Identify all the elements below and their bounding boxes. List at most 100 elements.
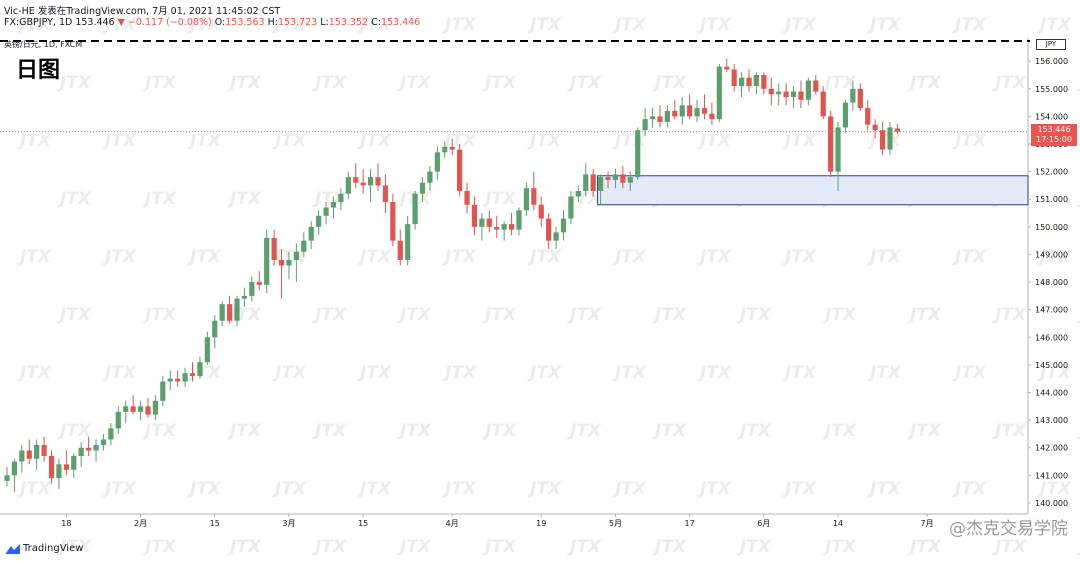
candle-body[interactable] xyxy=(657,116,663,122)
candle-body[interactable] xyxy=(204,337,210,363)
candle-body[interactable] xyxy=(316,215,322,227)
candle-body[interactable] xyxy=(278,259,285,266)
candle-body[interactable] xyxy=(4,475,10,481)
candle-body[interactable] xyxy=(612,174,619,180)
candle-body[interactable] xyxy=(546,218,552,241)
candle-body[interactable] xyxy=(598,177,604,191)
candle-body[interactable] xyxy=(56,464,62,479)
candle-body[interactable] xyxy=(264,237,270,285)
candle-body[interactable] xyxy=(234,298,240,321)
candle-body[interactable] xyxy=(879,130,886,150)
candle-body[interactable] xyxy=(405,224,411,260)
candle-body[interactable] xyxy=(249,282,255,296)
candle-body[interactable] xyxy=(353,177,359,183)
candle-body[interactable] xyxy=(442,146,448,153)
candle-body[interactable] xyxy=(635,130,641,178)
candle-body[interactable] xyxy=(397,240,403,260)
candle-body[interactable] xyxy=(835,127,841,172)
candle-body[interactable] xyxy=(123,406,129,412)
candle-body[interactable] xyxy=(330,202,337,208)
candle-body[interactable] xyxy=(419,182,426,194)
candle-body[interactable] xyxy=(857,88,863,109)
candle-body[interactable] xyxy=(100,439,107,445)
candle-body[interactable] xyxy=(167,378,173,382)
candle-body[interactable] xyxy=(508,224,515,230)
candle-body[interactable] xyxy=(627,177,633,183)
candle-body[interactable] xyxy=(427,171,433,183)
candle-body[interactable] xyxy=(776,91,782,95)
candle-body[interactable] xyxy=(189,373,196,376)
candle-body[interactable] xyxy=(367,177,374,186)
candle-body[interactable] xyxy=(642,119,648,131)
candle-body[interactable] xyxy=(649,116,656,120)
candle-body[interactable] xyxy=(227,304,233,321)
candle-body[interactable] xyxy=(731,69,737,87)
candle-body[interactable] xyxy=(301,240,307,252)
candle-body[interactable] xyxy=(457,149,463,191)
candle-body[interactable] xyxy=(575,190,581,197)
candle-body[interactable] xyxy=(464,190,470,205)
candle-body[interactable] xyxy=(137,406,144,412)
candle-body[interactable] xyxy=(828,116,834,172)
candle-body[interactable] xyxy=(679,105,685,117)
candle-body[interactable] xyxy=(865,108,871,125)
candle-body[interactable] xyxy=(494,226,500,230)
candle-body[interactable] xyxy=(605,177,611,180)
candle-body[interactable] xyxy=(11,461,18,476)
candle-body[interactable] xyxy=(501,224,507,230)
candle-body[interactable] xyxy=(568,196,574,219)
candle-body[interactable] xyxy=(694,108,700,117)
candle-body[interactable] xyxy=(620,174,626,183)
candle-body[interactable] xyxy=(41,444,47,457)
candle-body[interactable] xyxy=(115,411,121,429)
candle-body[interactable] xyxy=(583,174,589,191)
candle-body[interactable] xyxy=(390,202,396,241)
candle-body[interactable] xyxy=(78,447,84,457)
candle-body[interactable] xyxy=(887,127,893,150)
candle-body[interactable] xyxy=(375,177,381,186)
candle-body[interactable] xyxy=(738,77,745,87)
candle-body[interactable] xyxy=(160,381,166,401)
candle-body[interactable] xyxy=(130,406,136,412)
candle-body[interactable] xyxy=(71,456,77,470)
candle-body[interactable] xyxy=(850,88,856,103)
candle-body[interactable] xyxy=(175,378,181,382)
support-zone-rect[interactable] xyxy=(597,175,1029,206)
candle-body[interactable] xyxy=(197,362,203,376)
candle-body[interactable] xyxy=(93,444,99,451)
tradingview-logo[interactable]: TradingView xyxy=(6,543,83,554)
candle-body[interactable] xyxy=(560,218,567,233)
candle-body[interactable] xyxy=(783,91,789,98)
candle-body[interactable] xyxy=(271,237,277,260)
candle-body[interactable] xyxy=(761,74,767,89)
candle-body[interactable] xyxy=(672,110,678,117)
candle-body[interactable] xyxy=(182,373,188,382)
candle-body[interactable] xyxy=(323,207,329,216)
candle-body[interactable] xyxy=(412,193,418,225)
candle-body[interactable] xyxy=(709,113,715,120)
candle-body[interactable] xyxy=(256,282,262,285)
candle-body[interactable] xyxy=(479,218,485,227)
candle-body[interactable] xyxy=(212,320,218,338)
candle-body[interactable] xyxy=(790,91,797,98)
candle-body[interactable] xyxy=(768,88,774,95)
candle-body[interactable] xyxy=(63,464,69,470)
candle-body[interactable] xyxy=(449,146,455,150)
candle-body[interactable] xyxy=(219,304,225,321)
candle-body[interactable] xyxy=(523,188,529,211)
candle-body[interactable] xyxy=(145,406,151,415)
candle-body[interactable] xyxy=(108,428,114,440)
candle-body[interactable] xyxy=(48,456,55,479)
candle-body[interactable] xyxy=(286,259,292,266)
candle-body[interactable] xyxy=(471,204,478,227)
candle-body[interactable] xyxy=(382,185,389,202)
candle-body[interactable] xyxy=(86,447,92,451)
candle-body[interactable] xyxy=(746,77,752,87)
candle-body[interactable] xyxy=(34,444,40,459)
candle-body[interactable] xyxy=(308,226,314,241)
candle-body[interactable] xyxy=(19,450,25,462)
candle-body[interactable] xyxy=(687,105,693,117)
candle-body[interactable] xyxy=(241,295,248,299)
candle-body[interactable] xyxy=(553,232,559,241)
